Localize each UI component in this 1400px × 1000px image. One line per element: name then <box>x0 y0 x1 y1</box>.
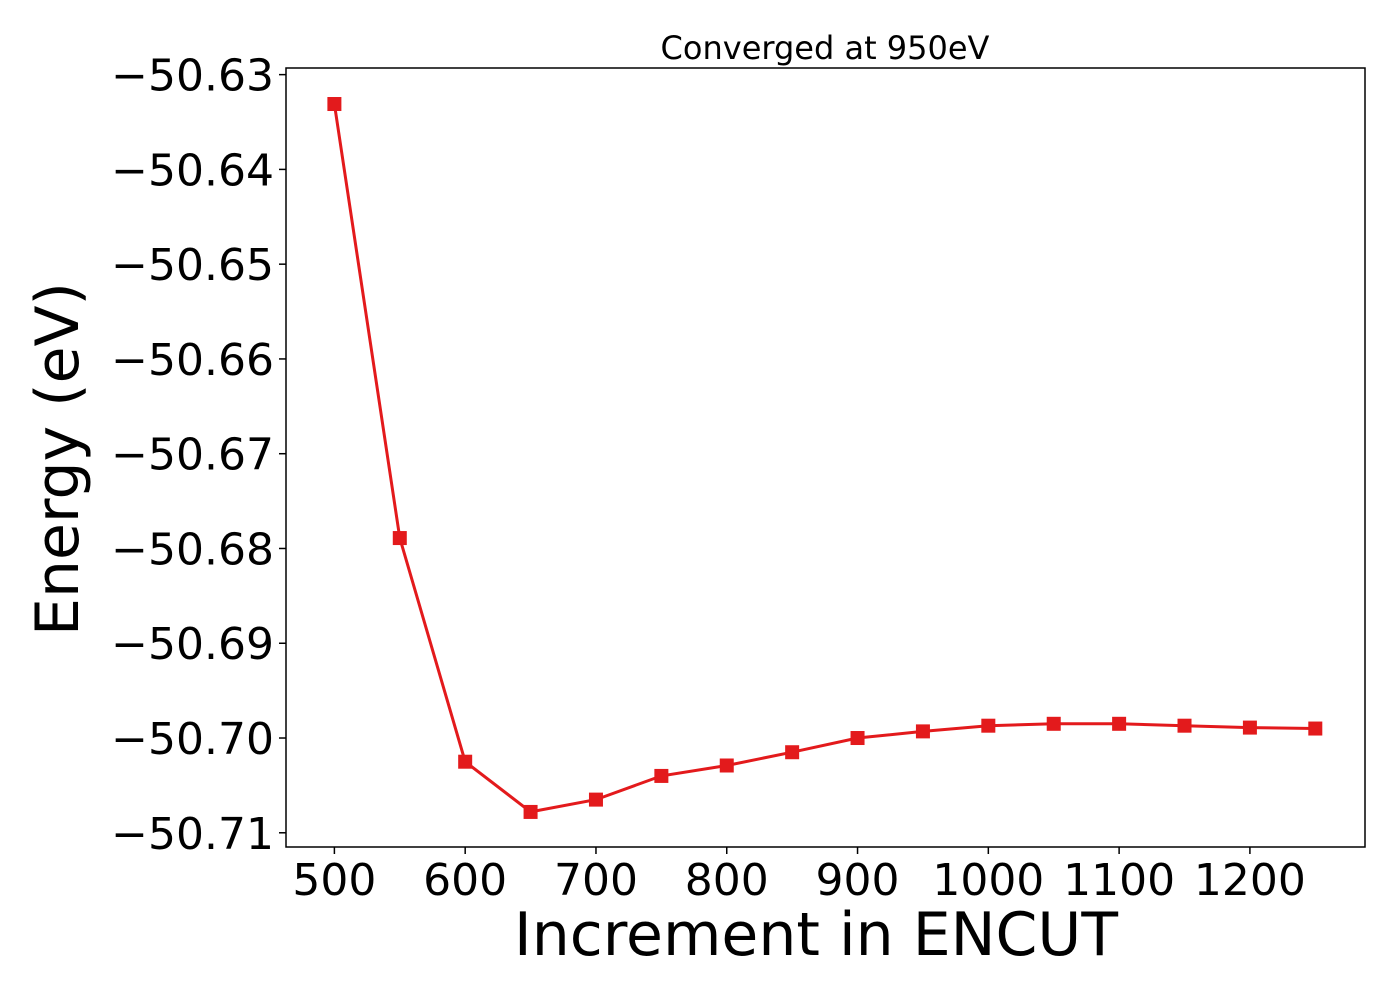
y-axis-ticks: −50.63 −50.64 −50.65 −50.66 −50.67 −50.68 −50.… <box>111 51 286 860</box>
data-point-marker <box>719 758 734 773</box>
x-axis-label: Increment in ENCUT <box>514 900 1118 970</box>
plot-area <box>285 67 1366 848</box>
y-tick-label: −50.69 <box>111 619 274 670</box>
series-layer <box>327 97 1323 819</box>
x-tick-label: 1200 <box>1194 855 1306 906</box>
data-point-marker <box>1177 718 1192 733</box>
x-tick-label: 800 <box>685 855 769 906</box>
data-point-marker <box>654 768 669 783</box>
data-point-marker <box>1242 720 1257 735</box>
chart-title: Converged at 950eV <box>661 29 990 67</box>
data-point-marker <box>1112 716 1127 731</box>
y-tick-label: −50.63 <box>111 51 274 102</box>
data-point-marker <box>850 731 865 746</box>
y-tick-label: −50.67 <box>111 430 274 481</box>
x-axis-ticks: 500 600 700 800 900 1000 1100 1200 <box>292 847 1306 906</box>
x-tick-label: 700 <box>554 855 638 906</box>
series-line <box>332 103 1316 814</box>
y-tick-label: −50.70 <box>111 714 274 765</box>
y-tick-label: −50.65 <box>111 240 274 291</box>
x-tick-label: 500 <box>292 855 376 906</box>
data-point-marker <box>785 745 800 760</box>
y-tick-label: −50.71 <box>111 809 274 860</box>
x-tick-label: 900 <box>816 855 900 906</box>
x-tick-label: 600 <box>423 855 507 906</box>
data-point-marker <box>1046 716 1061 731</box>
y-tick-label: −50.68 <box>111 524 274 575</box>
x-tick-label: 1000 <box>932 855 1044 906</box>
data-point-marker <box>981 718 996 733</box>
data-point-marker <box>392 531 407 546</box>
data-point-marker <box>327 97 342 112</box>
y-tick-label: −50.66 <box>111 335 274 386</box>
data-point-marker <box>915 724 930 739</box>
y-tick-label: −50.64 <box>111 145 274 196</box>
data-point-marker <box>588 792 603 807</box>
data-point-marker <box>458 754 473 769</box>
y-axis-label: Energy (eV) <box>23 282 93 636</box>
data-point-marker <box>523 804 538 819</box>
data-point-marker <box>1308 721 1323 736</box>
x-tick-label: 1100 <box>1063 855 1175 906</box>
